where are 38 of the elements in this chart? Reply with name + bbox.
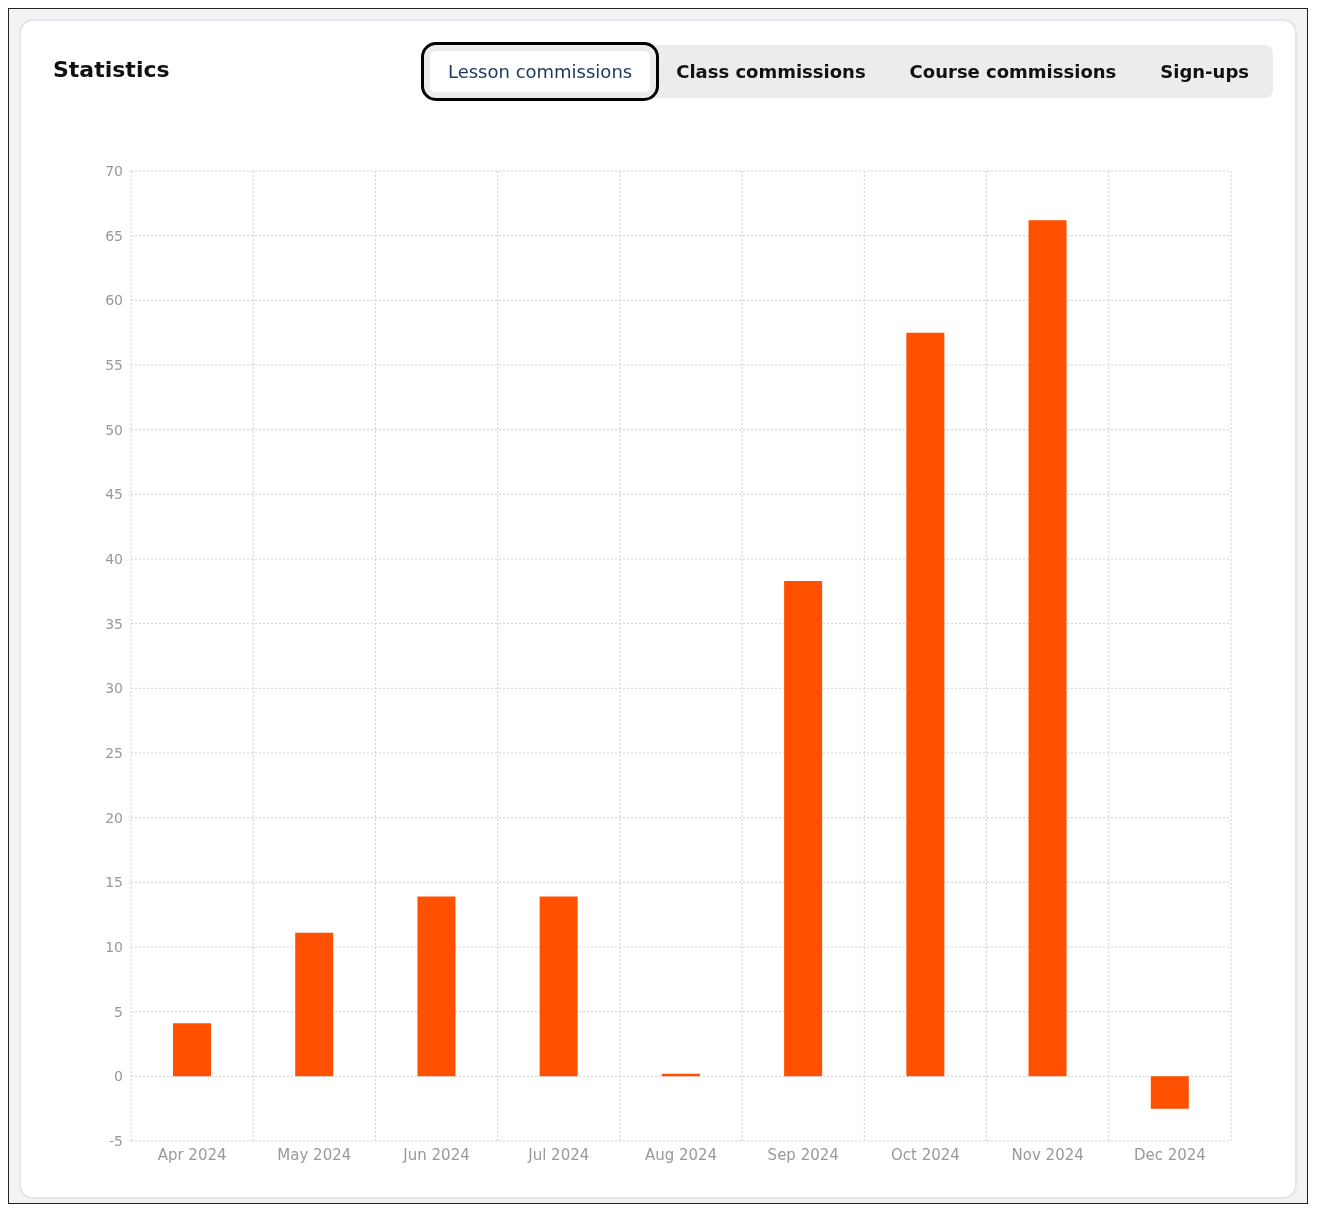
x-tick-label: May 2024	[277, 1145, 352, 1164]
y-tick-label: 10	[105, 938, 123, 955]
bar	[173, 1023, 211, 1077]
y-tick-label: 40	[105, 550, 123, 567]
text: Class commissions	[675, 60, 867, 84]
y-tick-label: 20	[105, 809, 123, 826]
x-tick-label: Nov 2024	[1011, 1145, 1084, 1164]
x-tick-label: Dec 2024	[1133, 1145, 1206, 1164]
y-tick-label: 45	[105, 486, 123, 503]
y-tick-label: -5	[109, 1132, 123, 1149]
y-tick-label: 35	[105, 615, 123, 632]
y-tick-label: 0	[114, 1068, 123, 1085]
chart-title: Statistics	[53, 57, 170, 82]
x-tick-label: Aug 2024	[644, 1145, 718, 1164]
y-tick-label: 5	[114, 1003, 123, 1020]
bar	[784, 580, 823, 1077]
bar	[1028, 220, 1067, 1077]
bar	[539, 896, 578, 1077]
y-tick-label: 15	[105, 874, 123, 891]
x-tick-label: Apr 2024	[157, 1145, 227, 1164]
y-tick-label: 65	[105, 227, 123, 244]
x-tick-label: Jun 2024	[402, 1145, 470, 1164]
y-tick-label: 30	[105, 680, 123, 697]
x-tick-label: Jul 2024	[527, 1145, 590, 1164]
y-tick-label: 25	[105, 744, 123, 761]
bar	[295, 932, 334, 1077]
x-tick-label: Oct 2024	[891, 1145, 960, 1164]
y-tick-label: 55	[105, 356, 123, 373]
y-tick-label: 50	[105, 421, 123, 438]
bar	[417, 896, 456, 1077]
bar	[1150, 1076, 1189, 1109]
y-tick-label: 70	[105, 162, 123, 179]
bar	[906, 332, 945, 1077]
text: Course commissions	[908, 60, 1118, 84]
text: Lesson commissions	[429, 51, 651, 92]
text: Sign-ups	[1159, 60, 1250, 84]
x-tick-label: Sep 2024	[767, 1145, 839, 1164]
y-tick-label: 60	[105, 292, 123, 309]
